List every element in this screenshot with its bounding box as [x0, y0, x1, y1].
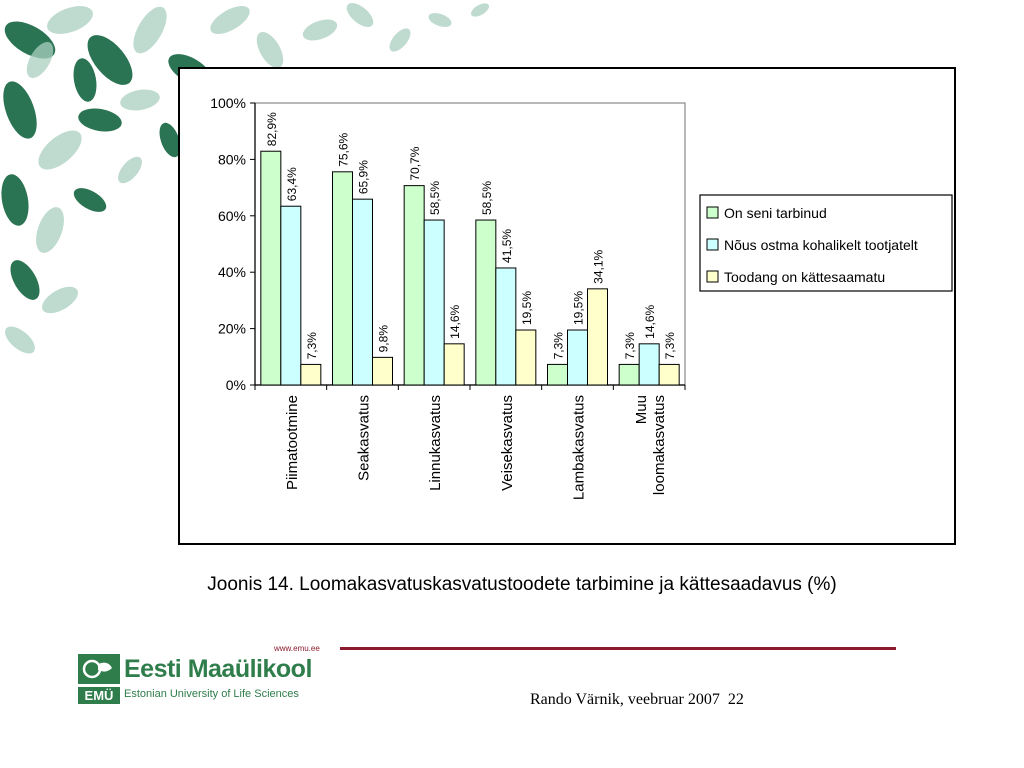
logo-mark-text: EMÜ — [85, 688, 114, 703]
data-label: 58,5% — [480, 181, 494, 215]
leaf-shape — [159, 122, 181, 158]
y-tick-label: 40% — [218, 264, 246, 280]
plot-area — [254, 102, 686, 386]
leaf-shape — [78, 108, 122, 132]
data-label: 41,5% — [500, 229, 514, 263]
bar — [475, 219, 497, 386]
bar-chart: 0% 20% 40% 60% 80% 100% 82,9% 63,4% 7,3% Piimatoo… — [210, 95, 953, 500]
bar — [443, 343, 465, 386]
bar — [332, 171, 353, 386]
leaf-shape — [1, 174, 29, 226]
data-label: 14,6% — [643, 304, 657, 338]
logo-mark-icon: EMÜ — [78, 654, 120, 704]
x-category-label: Linnukasvatus — [427, 395, 444, 491]
legend-swatch — [706, 270, 719, 283]
legend-box — [699, 194, 953, 292]
y-tick-label: 100% — [210, 95, 246, 111]
leaf-shape — [47, 6, 93, 34]
author-line: Rando Värnik, veebruar 2007 22 — [530, 691, 744, 709]
data-label: 65,9% — [357, 160, 371, 194]
logo-subtitle: Estonian University of Life Sciences — [124, 688, 299, 700]
bar — [618, 363, 640, 386]
data-label: 7,3% — [663, 332, 677, 360]
leaf-shape — [38, 130, 82, 170]
x-category-label: Muu — [633, 395, 650, 424]
x-category-label: Lambakasvatus — [571, 395, 588, 500]
bar — [423, 219, 445, 386]
leaf-shape — [256, 31, 284, 69]
university-logo: www.emu.ee EMÜ Eesti Maaülikool Estonian… — [78, 640, 348, 710]
leaf-shape — [428, 13, 452, 27]
legend-swatch — [706, 238, 719, 251]
footer-divider — [340, 647, 896, 650]
leaf-shape — [302, 19, 338, 41]
leaf-shape — [26, 41, 54, 79]
leaf-shape — [5, 326, 35, 354]
legend-label: On seni tarbinud — [724, 205, 827, 221]
chart-frame: 0% 20% 40% 60% 80% 100% 82,9% 63,4% 7,3% Piimatoo… — [178, 67, 956, 545]
bar — [403, 185, 425, 386]
x-category-label: Seakasvatus — [356, 395, 373, 481]
data-label: 82,9% — [265, 112, 279, 146]
bar — [515, 329, 537, 386]
leaf-shape — [470, 3, 490, 17]
leaf-shape — [87, 35, 133, 85]
logo-name: Eesti Maaülikool — [124, 655, 312, 683]
leaf-shape — [41, 286, 79, 314]
y-tick-label: 60% — [218, 208, 246, 224]
x-category-label: Piimatootmine — [284, 395, 301, 490]
leaf-shape — [3, 81, 37, 139]
data-label: 58,5% — [428, 181, 442, 215]
data-label: 70,7% — [408, 146, 422, 180]
bar — [567, 329, 588, 386]
leaf-shape — [10, 260, 40, 300]
page-number: 22 — [727, 691, 744, 708]
legend-label: Toodang on kättesaamatu — [724, 269, 885, 285]
x-category-label: Veisekasvatus — [499, 395, 516, 491]
leaf-shape — [118, 156, 142, 184]
data-label: 34,1% — [592, 249, 606, 283]
logo-url: www.emu.ee — [274, 644, 320, 653]
data-label: 63,4% — [285, 167, 299, 201]
leaf-shape — [389, 28, 411, 52]
y-tick-label: 80% — [218, 151, 246, 167]
bar — [260, 150, 282, 386]
bar — [280, 205, 302, 386]
y-tick-label: 0% — [226, 377, 246, 393]
legend-label: Nõus ostma kohalikelt tootjatelt — [724, 237, 918, 253]
y-tick-label: 20% — [218, 321, 246, 337]
bar — [638, 343, 660, 386]
data-label: 9,8% — [377, 325, 391, 353]
bar — [547, 363, 568, 386]
data-label: 14,6% — [448, 304, 462, 338]
data-label: 7,3% — [305, 332, 319, 360]
legend-swatch — [706, 206, 719, 219]
leaf-shape — [36, 207, 64, 253]
data-label: 19,5% — [520, 291, 534, 325]
x-category-label: loomakasvatus — [651, 395, 668, 495]
bar — [495, 267, 517, 386]
bar — [372, 356, 393, 386]
leaf-shape — [133, 6, 167, 54]
bar — [352, 198, 373, 386]
figure-caption: Joonis 14. Loomakasvatuskasvatustoodete … — [207, 574, 837, 595]
bar — [587, 288, 608, 386]
leaf-shape — [120, 89, 160, 111]
leaf-shape — [73, 58, 97, 102]
data-label: 75,6% — [337, 132, 351, 166]
data-label: 7,3% — [552, 332, 566, 360]
author-text: Rando Värnik, veebruar 2007 — [530, 691, 720, 708]
bar — [300, 363, 322, 386]
leaf-shape — [210, 6, 250, 34]
data-label: 7,3% — [623, 332, 637, 360]
bar — [658, 363, 680, 386]
leaf-shape — [73, 188, 107, 212]
leaf-decoration — [1, 3, 490, 354]
data-label: 19,5% — [572, 291, 586, 325]
leaf-shape — [346, 3, 374, 27]
